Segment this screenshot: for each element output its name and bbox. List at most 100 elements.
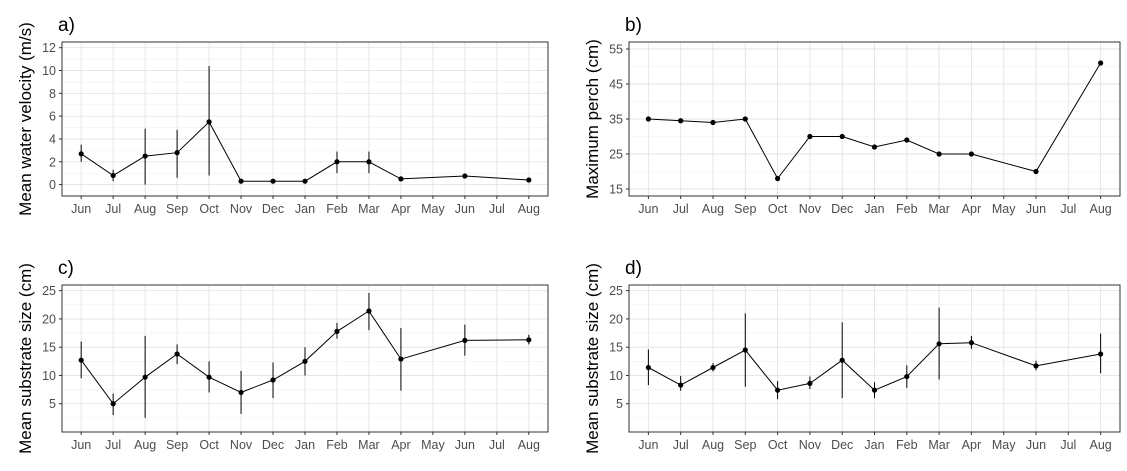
x-tick-label: May (992, 438, 1016, 452)
panel-label: c) (58, 258, 74, 279)
data-point (904, 373, 910, 380)
y-tick-label: 5 (49, 397, 56, 411)
x-tick-label: Mar (928, 438, 950, 452)
data-point (526, 337, 532, 343)
y-tick-label: 15 (42, 341, 56, 355)
x-tick-label: Sep (166, 202, 188, 216)
x-tick-label: Jan (864, 438, 884, 452)
x-tick-label: Jul (1060, 202, 1076, 216)
x-tick-label: Apr (962, 438, 981, 452)
y-tick-label: 6 (49, 110, 56, 124)
x-tick-label: Jun (1026, 438, 1046, 452)
x-tick-label: Sep (166, 438, 188, 452)
data-point (742, 347, 748, 353)
data-point (462, 337, 468, 344)
data-point (968, 151, 975, 157)
data-point (871, 387, 878, 393)
y-tick-label: 25 (609, 284, 623, 298)
data-point (904, 137, 910, 143)
x-tick-label: Dec (262, 438, 284, 452)
x-tick-label: Aug (134, 438, 156, 452)
y-tick-label: 15 (609, 183, 623, 197)
data-point (270, 178, 276, 184)
data-point (1033, 168, 1039, 175)
y-tick-label: 4 (49, 132, 56, 146)
y-tick-label: 35 (609, 113, 623, 127)
data-point (110, 172, 116, 179)
data-point (302, 358, 308, 364)
data-point (742, 116, 748, 122)
data-point (302, 178, 308, 184)
x-tick-label: Oct (199, 202, 219, 216)
panel-b: 15 25 35 45 55 Jun Jul Aug Sep Oct Nov Dec Jan Feb Mar… (583, 15, 1121, 216)
x-tick-label: Dec (831, 202, 853, 216)
x-tick-label: Aug (134, 202, 156, 216)
data-point (645, 364, 651, 371)
panel-label: b) (625, 15, 642, 36)
data-point (774, 387, 781, 393)
data-point (1033, 363, 1039, 369)
data-point (1098, 60, 1104, 66)
y-tick-label: 25 (42, 284, 56, 298)
data-point (206, 119, 212, 125)
y-axis-title: Mean substrate size (cm) (583, 263, 602, 454)
x-tick-label: Oct (768, 202, 788, 216)
y-axis-title: Mean substrate size (cm) (16, 263, 35, 454)
data-point (142, 374, 148, 380)
panel-label: d) (625, 258, 642, 279)
x-tick-label: Apr (391, 202, 410, 216)
panel-d: 5 10 15 20 25 Jun Jul Aug Sep Oct Nov Dec Jan Feb Mar A… (583, 258, 1121, 454)
y-tick-label: 45 (609, 78, 623, 92)
x-tick-label: Mar (358, 202, 380, 216)
data-point (174, 150, 180, 156)
data-point (645, 116, 651, 122)
data-point (710, 364, 716, 371)
data-point (238, 389, 244, 396)
y-axis-title: Maximum perch (cm) (583, 39, 602, 199)
data-point (710, 119, 716, 126)
x-tick-label: Apr (962, 202, 981, 216)
x-tick-label: May (421, 438, 445, 452)
data-point (871, 144, 878, 150)
data-point (807, 380, 813, 386)
x-tick-label: Jul (105, 202, 121, 216)
data-point (142, 153, 148, 159)
y-tick-label: 5 (616, 397, 623, 411)
x-tick-label: Apr (391, 438, 410, 452)
x-tick-label: Feb (326, 438, 348, 452)
x-tick-label: Feb (896, 202, 918, 216)
data-point (174, 351, 180, 357)
x-tick-label: Nov (230, 202, 253, 216)
data-point (774, 175, 781, 182)
data-point (366, 159, 372, 165)
x-tick-label: Sep (734, 438, 756, 452)
data-point (334, 328, 340, 334)
y-tick-label: 10 (609, 369, 623, 383)
y-tick-label: 10 (42, 64, 56, 78)
x-tick-label: Nov (799, 438, 822, 452)
data-point (110, 401, 116, 407)
data-point (366, 308, 372, 314)
x-tick-label: Jul (105, 438, 121, 452)
data-point (678, 382, 684, 388)
x-tick-label: Jun (638, 438, 658, 452)
data-point (270, 377, 276, 383)
x-tick-label: Jan (864, 202, 884, 216)
x-tick-label: Sep (734, 202, 756, 216)
data-point (398, 176, 404, 182)
x-tick-label: Oct (199, 438, 219, 452)
x-tick-label: Jul (673, 438, 689, 452)
x-tick-label: Jun (71, 438, 91, 452)
x-tick-label: Feb (896, 438, 918, 452)
x-tick-label: Aug (518, 202, 540, 216)
data-point (462, 173, 468, 179)
panel-c: 5 10 15 20 25 Jun Jul Aug Sep Oct Nov Dec Jan Feb Mar A… (16, 258, 549, 454)
x-tick-label: Jul (673, 202, 689, 216)
y-tick-label: 15 (609, 341, 623, 355)
y-tick-label: 2 (49, 155, 56, 169)
x-tick-label: Jun (455, 438, 475, 452)
y-tick-label: 12 (42, 41, 56, 55)
data-point (936, 341, 942, 347)
x-tick-label: Aug (1089, 202, 1111, 216)
